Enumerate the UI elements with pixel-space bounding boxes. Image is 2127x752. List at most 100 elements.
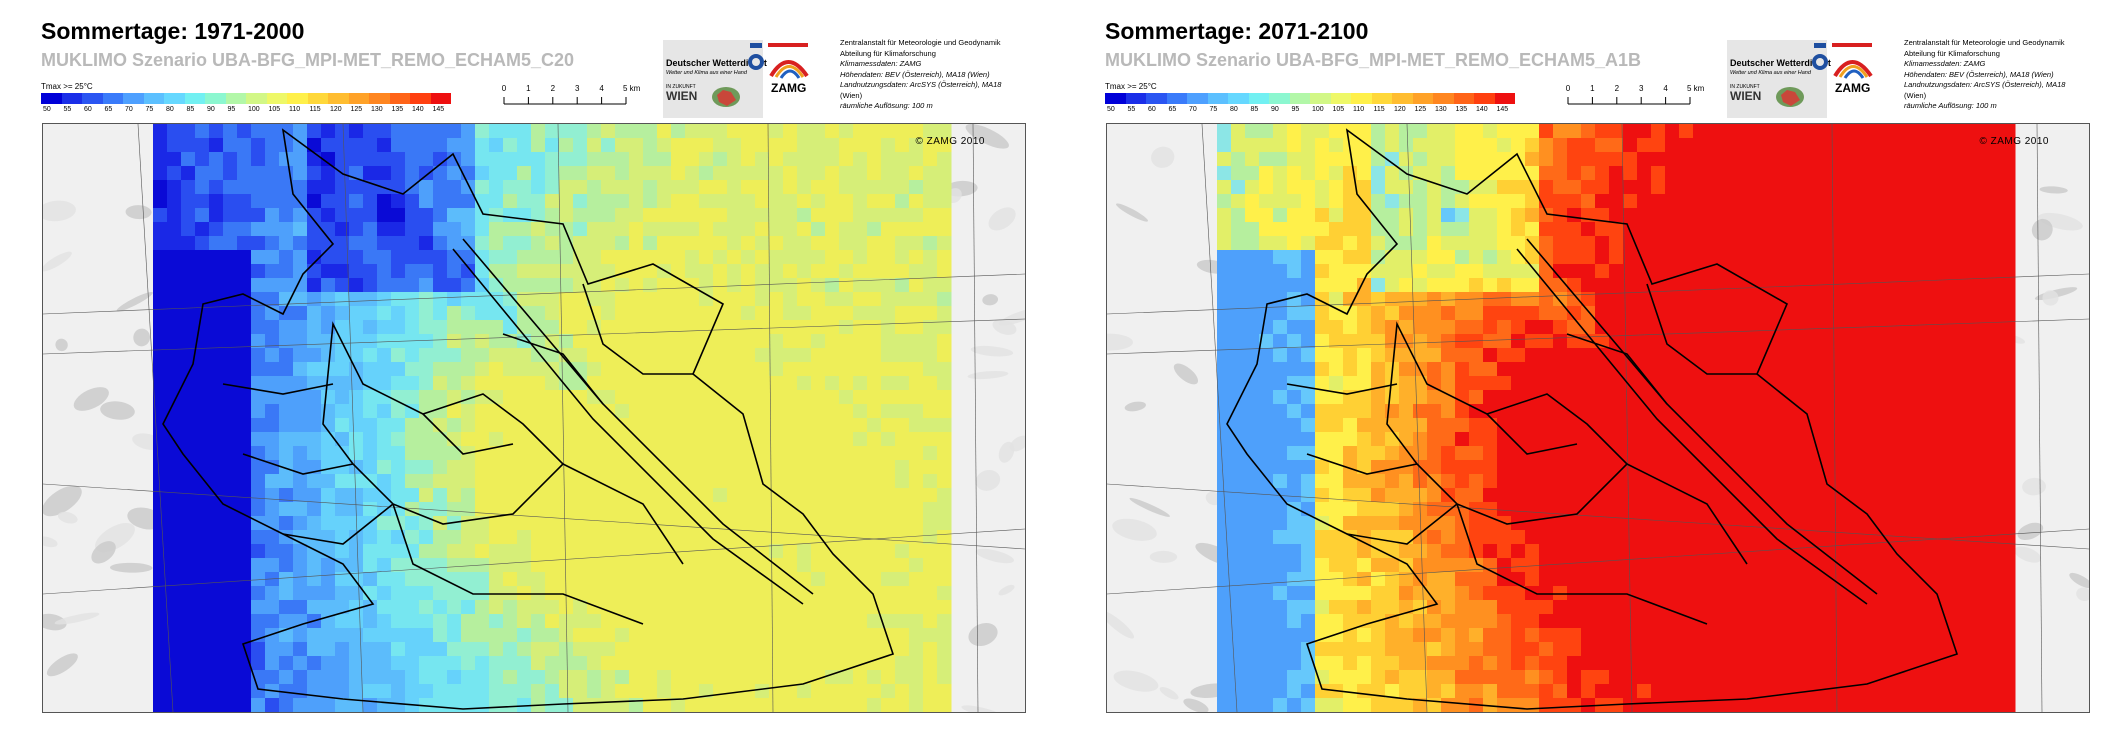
legend-value: 70 [125, 106, 133, 113]
legend-value: 115 [1373, 106, 1385, 113]
legend-value: 130 [1435, 106, 1447, 113]
zamg-logo: ZAMG [771, 81, 806, 95]
scale-label: 4 [599, 84, 604, 93]
data-source-info: Zentralanstalt für Meteorologie und Geod… [1904, 38, 2094, 112]
legend-swatch [348, 93, 369, 104]
dwd-name: Deutscher Wetterdienst [666, 58, 767, 68]
legend-swatch [143, 93, 164, 104]
scale-label: 2 [1615, 84, 1620, 93]
scale-label: 5 km [1687, 84, 1705, 93]
info-line: Landnutzungsdaten: ArcSYS (Österreich), … [840, 80, 1002, 89]
district-boundaries [162, 128, 895, 710]
zamg-logo: ZAMG [1835, 81, 1870, 95]
scale-label: 0 [1566, 84, 1571, 93]
heat-map: © ZAMG 2010 [42, 123, 1026, 713]
legend-swatch [1494, 93, 1515, 104]
info-line: räumliche Auflösung: 100 m [840, 101, 933, 110]
hillshade-relief [43, 124, 1025, 712]
legend-value: 145 [1496, 106, 1509, 113]
legend-swatch [1289, 93, 1310, 104]
legend-value: 120 [330, 106, 342, 113]
legend-color-bar [1105, 93, 1525, 104]
legend-swatch [102, 93, 123, 104]
legend-value: 85 [186, 106, 195, 113]
zamg-logo-icon [768, 43, 809, 79]
info-line: Landnutzungsdaten: ArcSYS (Österreich), … [1904, 80, 2066, 89]
scale-label: 3 [1639, 84, 1644, 93]
color-legend: Tmax >= 25°C 50 55 60 65 70 75 80 85 90 95 100 105 1… [1105, 82, 1525, 114]
legend-value: 130 [371, 106, 383, 113]
legend-swatch [1187, 93, 1208, 104]
legend-value: 90 [1271, 106, 1279, 113]
legend-swatch [1248, 93, 1269, 104]
legend-labels: 50 55 60 65 70 75 80 85 90 95 100 105 110 115 120 125 13… [1105, 104, 1525, 114]
legend-value: 100 [1312, 106, 1324, 113]
legend-value: 60 [1148, 106, 1156, 113]
info-line: Zentralanstalt für Meteorologie und Geod… [840, 38, 1001, 47]
logos-block: Deutscher Wetterdienst Wetter und Klima … [663, 40, 849, 118]
legend-value: 125 [350, 106, 363, 113]
legend-value: 50 [1107, 106, 1115, 113]
scale-label: 4 [1663, 84, 1668, 93]
legend-value: 115 [309, 106, 321, 113]
map-panel-2071-2100: Sommertage: 2071-2100 MUKLIMO Szenario U… [1100, 0, 2127, 752]
map-panel-1971-2000: Sommertage: 1971-2000 MUKLIMO Szenario U… [36, 0, 1086, 752]
legend-value: 85 [1250, 106, 1259, 113]
dwd-tagline: Wetter und Klima aus einer Hand [666, 70, 748, 76]
legend-swatch [41, 93, 62, 104]
legend-swatch [1269, 93, 1290, 104]
legend-swatch [164, 93, 185, 104]
coordinate-grid [43, 124, 1025, 712]
zamg-logo-icon [1832, 43, 1873, 79]
map-thumbnail-icon [1776, 87, 1804, 107]
info-line: (Wien) [1904, 90, 1927, 100]
legend-swatch [1453, 93, 1474, 104]
panel-subtitle: MUKLIMO Szenario UBA-BFG_MPI-MET_REMO_EC… [1105, 50, 1642, 70]
legend-swatch [1351, 93, 1372, 104]
map-thumbnail-icon [712, 87, 740, 107]
legend-value: 120 [1394, 106, 1406, 113]
copyright: © ZAMG 2010 [915, 136, 985, 147]
scale-label: 1 [526, 84, 531, 93]
legend-title: Tmax >= 25°C [41, 82, 93, 91]
wien-logo-small: IN ZUKUNFT [1730, 84, 1760, 90]
legend-value: 55 [63, 106, 72, 113]
legend-value: 90 [207, 106, 215, 113]
scale-label: 3 [575, 84, 580, 93]
info-line: (Wien) [840, 90, 863, 100]
legend-swatch [123, 93, 144, 104]
data-source-info: Zentralanstalt für Meteorologie und Geod… [840, 38, 1030, 112]
copyright: © ZAMG 2010 [1979, 136, 2049, 147]
legend-value: 80 [166, 106, 174, 113]
district-boundaries [1226, 128, 1959, 710]
legend-swatch [410, 93, 431, 104]
panel-title: Sommertage: 1971-2000 [41, 18, 305, 44]
info-line: Abteilung für Klimaforschung [840, 48, 936, 58]
temperature-raster [153, 124, 952, 712]
legend-value: 60 [84, 106, 92, 113]
legend-value: 55 [1127, 106, 1136, 113]
legend-swatch [1433, 93, 1454, 104]
scale-label: 0 [502, 84, 507, 93]
legend-value: 110 [289, 106, 301, 113]
legend-color-bar [41, 93, 461, 104]
legend-value: 75 [1209, 106, 1218, 113]
legend-swatch [225, 93, 246, 104]
legend-swatch [1330, 93, 1351, 104]
info-line: Klimamessdaten: ZAMG [1904, 59, 1986, 68]
coordinate-grid [1107, 124, 2089, 712]
legend-value: 125 [1414, 106, 1427, 113]
legend-value: 50 [43, 106, 51, 113]
info-line: Zentralanstalt für Meteorologie und Geod… [1904, 38, 2065, 47]
legend-labels: 50 55 60 65 70 75 80 85 90 95 100 105 110 115 120 125 13… [41, 104, 461, 114]
scale-label: 1 [1590, 84, 1595, 93]
scale-label: 2 [551, 84, 556, 93]
legend-value: 95 [1291, 106, 1300, 113]
legend-swatch [1146, 93, 1167, 104]
legend-swatch [266, 93, 287, 104]
legend-swatch [1228, 93, 1249, 104]
legend-swatch [369, 93, 390, 104]
logos-block: Deutscher Wetterdienst Wetter und Klima … [1727, 40, 1913, 118]
legend-swatch [246, 93, 267, 104]
info-line: Höhendaten: BEV (Österreich), MA18 (Wien… [1904, 69, 2054, 79]
